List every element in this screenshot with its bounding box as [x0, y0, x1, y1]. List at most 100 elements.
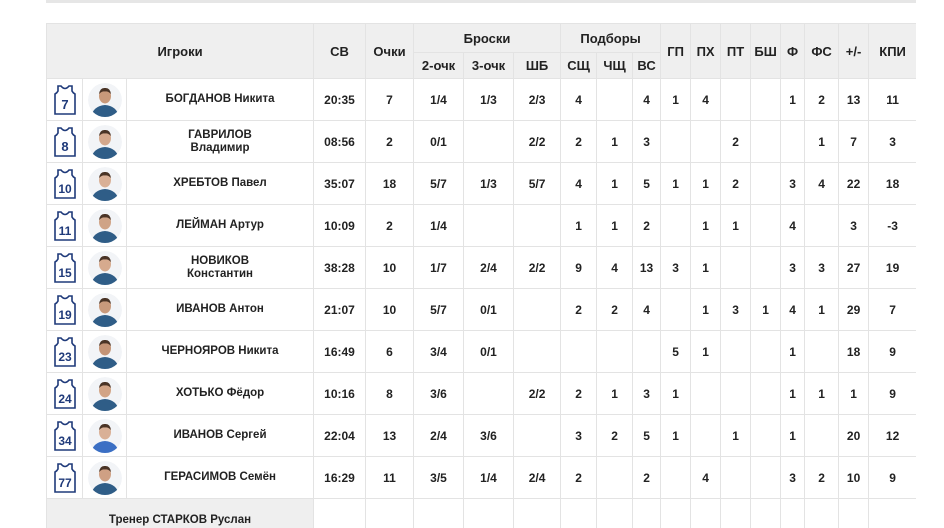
player-name-cell[interactable]: ХОТЬКО Фёдор [125, 372, 315, 415]
player-photo[interactable] [87, 376, 122, 411]
col-offensive-rebounds[interactable]: ЧЩ [596, 52, 634, 79]
offensive-rebounds-cell: 1 [596, 372, 634, 415]
player-name-cell[interactable]: ЧЕРНОЯРОВ Никита [125, 330, 315, 373]
col-players[interactable]: Игроки [46, 23, 315, 79]
plus-minus-cell: 22 [838, 162, 870, 205]
col-steals[interactable]: ПХ [690, 23, 722, 79]
defensive-rebounds-cell [560, 330, 598, 373]
coach-empty-cell [720, 498, 752, 528]
player-name[interactable]: ГЕРАСИМОВ Семён [128, 471, 313, 484]
free-throws-cell: 2/2 [513, 372, 562, 415]
two-point-cell: 0/1 [413, 120, 465, 163]
points-cell: 11 [365, 456, 415, 499]
fouls-cell: 1 [780, 78, 806, 121]
col-minutes[interactable]: СВ [313, 23, 367, 79]
player-name[interactable]: ЧЕРНОЯРОВ Никита [128, 345, 313, 358]
player-name[interactable]: НОВИКОВ Константин [128, 255, 313, 281]
player-name[interactable]: БОГДАНОВ Никита [128, 93, 313, 106]
steals-cell [690, 414, 722, 457]
player-photo[interactable] [87, 82, 122, 117]
coach-empty-cell [838, 498, 870, 528]
player-photo[interactable] [87, 334, 122, 369]
two-point-cell: 1/4 [413, 204, 465, 247]
col-defensive-rebounds[interactable]: СЩ [560, 52, 598, 79]
two-point-cell: 5/7 [413, 288, 465, 331]
jersey-icon: 19 [53, 294, 76, 325]
player-name[interactable]: ГАВРИЛОВ Владимир [128, 128, 313, 155]
player-name-cell[interactable]: ХРЕБТОВ Павел [125, 162, 315, 205]
total-rebounds-cell: 3 [632, 372, 662, 415]
col-efficiency[interactable]: КПИ [868, 23, 916, 79]
player-name-cell[interactable]: ИВАНОВ Антон [125, 288, 315, 331]
efficiency-cell: 9 [868, 372, 916, 415]
table-row[interactable]: 19 ИВАНОВ Антон 21:07 10 5/7 0/1 2 2 4 1 3 1 4 1 29 7 [46, 288, 916, 331]
turnovers-cell: 3 [720, 288, 752, 331]
player-photo[interactable] [87, 418, 122, 453]
jersey-number: 15 [58, 266, 72, 280]
col-points[interactable]: Очки [365, 23, 415, 79]
table-row[interactable]: 23 ЧЕРНОЯРОВ Никита 16:49 6 3/4 0/1 5 1 1 18 9 [46, 330, 916, 373]
plus-minus-cell: 10 [838, 456, 870, 499]
col-two-point[interactable]: 2-очк [413, 52, 465, 79]
efficiency-cell: 7 [868, 288, 916, 331]
jersey-cell: 8 [46, 120, 83, 163]
col-blocks[interactable]: БШ [750, 23, 782, 79]
col-total-rebounds[interactable]: ВС [632, 52, 662, 79]
jersey-number: 8 [61, 139, 68, 154]
player-name-cell[interactable]: ГАВРИЛОВ Владимир [125, 120, 315, 163]
player-photo[interactable] [87, 292, 122, 327]
player-name-cell[interactable]: ЛЕЙМАН Артур [125, 204, 315, 247]
table-row[interactable]: 15 НОВИКОВ Константин 38:28 10 1/7 2/4 2/2 9 4 13 3… [46, 246, 916, 289]
table-row[interactable]: 10 ХРЕБТОВ Павел 35:07 18 5/7 1/3 5/7 4 1 5 1 1 2 3 4 2… [46, 162, 916, 205]
col-plus-minus[interactable]: +/- [838, 23, 870, 79]
table-row[interactable]: 7 БОГДАНОВ Никита 20:35 7 1/4 1/3 2/3 4 4 1 4 1 2 13 1… [46, 78, 916, 121]
col-turnovers[interactable]: ПТ [720, 23, 752, 79]
col-fouls[interactable]: Ф [780, 23, 806, 79]
player-name[interactable]: ЛЕЙМАН Артур [128, 219, 313, 232]
player-name[interactable]: ХОТЬКО Фёдор [128, 387, 313, 400]
turnovers-cell [720, 456, 752, 499]
photo-cell [82, 204, 127, 247]
three-point-cell [463, 120, 515, 163]
player-photo[interactable] [87, 250, 122, 285]
player-name-cell[interactable]: БОГДАНОВ Никита [125, 78, 315, 121]
player-name-cell[interactable]: НОВИКОВ Константин [125, 246, 315, 289]
photo-cell [82, 246, 127, 289]
coach-empty-cell [804, 498, 840, 528]
player-name[interactable]: ХРЕБТОВ Павел [128, 177, 313, 190]
steals-cell [690, 372, 722, 415]
table-row[interactable]: 34 ИВАНОВ Сергей 22:04 13 2/4 3/6 3 2 5 1 1 1 20 12 [46, 414, 916, 457]
player-name[interactable]: ИВАНОВ Антон [128, 303, 313, 316]
photo-cell [82, 414, 127, 457]
col-three-point[interactable]: 3-очк [463, 52, 515, 79]
player-name[interactable]: ИВАНОВ Сергей [128, 429, 313, 442]
fouls-cell: 3 [780, 456, 806, 499]
player-photo[interactable] [87, 124, 122, 159]
player-name-line: ХОТЬКО Фёдор [175, 387, 265, 399]
col-assists[interactable]: ГП [660, 23, 692, 79]
player-name-line: ГАВРИЛОВ [188, 128, 252, 141]
assists-cell: 5 [660, 330, 692, 373]
table-row[interactable]: 8 ГАВРИЛОВ Владимир 08:56 2 0/1 2/2 2 1 3 2 1 7 3 [46, 120, 916, 163]
offensive-rebounds-cell: 4 [596, 246, 634, 289]
player-photo[interactable] [87, 460, 122, 495]
table-row[interactable]: 77 ГЕРАСИМОВ Семён 16:29 11 3/5 1/4 2/4 2 2 4 3 2 10… [46, 456, 916, 499]
minutes-cell: 10:16 [313, 372, 367, 415]
three-point-cell: 1/4 [463, 456, 515, 499]
efficiency-cell: 19 [868, 246, 916, 289]
table-row[interactable]: 24 ХОТЬКО Фёдор 10:16 8 3/6 2/2 2 1 3 1 1 1 1 9 [46, 372, 916, 415]
fouls-cell [780, 120, 806, 163]
jersey-number: 23 [58, 350, 72, 364]
player-name-line: ЛЕЙМАН Артур [176, 219, 264, 231]
col-free-throws[interactable]: ШБ [513, 52, 562, 79]
fouls-drawn-cell: 4 [804, 162, 840, 205]
fouls-drawn-cell [804, 330, 840, 373]
col-fouls-drawn[interactable]: ФС [804, 23, 840, 79]
free-throws-cell: 2/2 [513, 120, 562, 163]
player-name-cell[interactable]: ИВАНОВ Сергей [125, 414, 315, 457]
jersey-icon: 8 [53, 126, 76, 157]
player-photo[interactable] [87, 208, 122, 243]
player-photo[interactable] [87, 166, 122, 201]
table-row[interactable]: 11 ЛЕЙМАН Артур 10:09 2 1/4 1 1 2 1 1 4 3 -3 [46, 204, 916, 247]
player-name-cell[interactable]: ГЕРАСИМОВ Семён [125, 456, 315, 499]
